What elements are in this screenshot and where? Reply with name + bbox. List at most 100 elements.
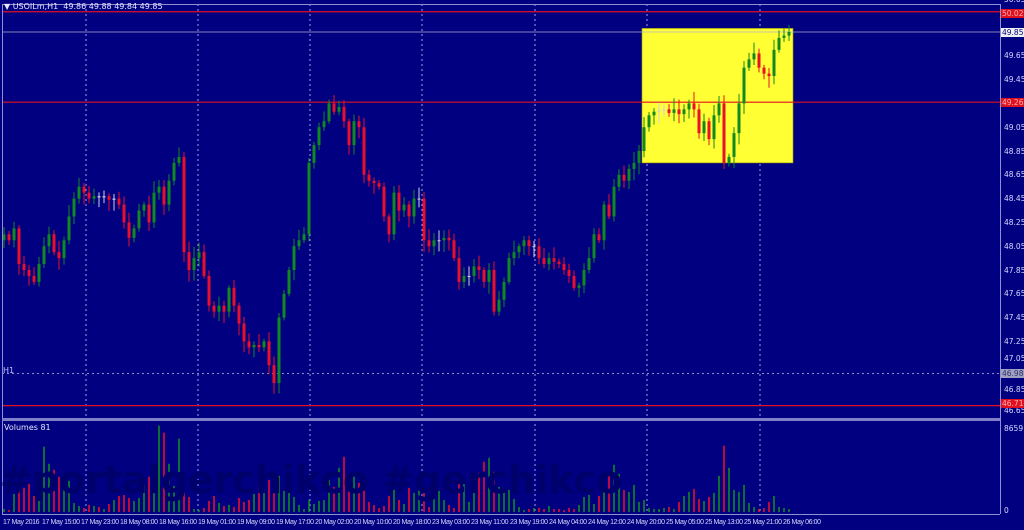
candle-bullish bbox=[637, 151, 641, 163]
candle-bullish bbox=[142, 204, 146, 211]
candle-bullish bbox=[262, 341, 266, 348]
candle-bullish bbox=[312, 145, 316, 163]
candle-bullish bbox=[177, 156, 181, 163]
candle-bullish bbox=[432, 240, 436, 247]
candle-bullish bbox=[467, 275, 471, 277]
candle-bullish bbox=[337, 106, 341, 112]
candle-bearish bbox=[182, 156, 186, 253]
candle-bearish bbox=[422, 198, 426, 241]
candle-bearish bbox=[237, 305, 241, 324]
candle-bearish bbox=[57, 252, 61, 259]
candle-bearish bbox=[427, 240, 431, 247]
candle-bullish bbox=[487, 270, 491, 282]
candle-bearish bbox=[477, 266, 481, 270]
candle-bearish bbox=[147, 204, 151, 223]
candle-bearish bbox=[762, 67, 766, 74]
candle-bullish bbox=[317, 127, 321, 146]
price-tick-label: 47.65 bbox=[1004, 289, 1024, 299]
candle-bearish bbox=[622, 174, 626, 181]
candle-bullish bbox=[192, 258, 196, 270]
candle-bullish bbox=[507, 258, 511, 282]
candle-bearish bbox=[447, 237, 451, 241]
time-tick-label: 25 May 21:00 bbox=[744, 519, 782, 526]
candle-bullish bbox=[732, 133, 736, 157]
candle-bullish bbox=[132, 228, 136, 238]
candle-bullish bbox=[647, 115, 651, 128]
candle-bearish bbox=[557, 261, 561, 265]
price-tick-label: 46.65 bbox=[1004, 406, 1024, 416]
candle-bearish bbox=[677, 109, 681, 115]
candle-bearish bbox=[267, 341, 271, 366]
candle-bullish bbox=[392, 192, 396, 235]
price-tick-label: 48.25 bbox=[1004, 217, 1024, 227]
candle-bullish bbox=[717, 103, 721, 116]
candle-bullish bbox=[112, 198, 116, 200]
candle-bullish bbox=[547, 258, 551, 265]
candle-bearish bbox=[527, 240, 531, 247]
candle-bullish bbox=[772, 49, 776, 77]
candle-bullish bbox=[737, 103, 741, 134]
candle-bullish bbox=[282, 293, 286, 318]
candle-bearish bbox=[382, 186, 386, 217]
horizontal-levels[interactable] bbox=[2, 11, 1000, 407]
candle-bearish bbox=[492, 270, 496, 312]
candle-bearish bbox=[707, 121, 711, 140]
candle-bullish bbox=[352, 121, 356, 146]
price-tick-label: 50.05 bbox=[1004, 0, 1024, 4]
candle-bullish bbox=[727, 156, 731, 163]
candle-bullish bbox=[787, 32, 791, 36]
candle-bullish bbox=[632, 162, 636, 169]
candle-bearish bbox=[187, 252, 191, 270]
candle-bullish bbox=[322, 121, 326, 128]
time-tick-label: 20 May 10:00 bbox=[354, 519, 392, 526]
candle-bearish bbox=[222, 305, 226, 312]
candle-bearish bbox=[27, 270, 31, 276]
candle-bearish bbox=[552, 258, 556, 262]
time-tick-label: 17 May 23:00 bbox=[81, 519, 119, 526]
highlight-box[interactable] bbox=[641, 28, 794, 164]
candle-bullish bbox=[77, 186, 81, 199]
candle-bullish bbox=[402, 204, 406, 211]
candle-bullish bbox=[167, 180, 171, 205]
candle-bullish bbox=[682, 109, 686, 115]
ohlc-readout: 49.86 49.88 49.84 49.85 bbox=[63, 2, 163, 11]
candle-bullish bbox=[42, 246, 46, 265]
candle-bearish bbox=[52, 234, 56, 253]
price-tick-label: 49.05 bbox=[1004, 122, 1024, 132]
candle-bullish bbox=[577, 285, 581, 288]
price-tick-label: 47.05 bbox=[1004, 353, 1024, 363]
price-tick-label: 46.85 bbox=[1004, 384, 1024, 394]
candle-bullish bbox=[712, 115, 716, 140]
candle-bearish bbox=[387, 216, 391, 235]
candle-bullish bbox=[227, 287, 231, 312]
candle-bearish bbox=[162, 186, 166, 205]
candle-bullish bbox=[587, 258, 591, 270]
candle-bearish bbox=[372, 180, 376, 184]
candle-bearish bbox=[377, 183, 381, 187]
candle-bearish bbox=[87, 192, 91, 199]
time-tick-label: 24 May 04:00 bbox=[549, 519, 587, 526]
period-line-label: H1 bbox=[3, 366, 15, 375]
candle-bullish bbox=[307, 162, 311, 235]
candle-bullish bbox=[217, 305, 221, 312]
candle-bullish bbox=[197, 252, 201, 259]
chart-title: ▼ USOILm,H1 49.86 49.88 49.84 49.85 bbox=[4, 2, 163, 11]
candle-bullish bbox=[497, 299, 501, 312]
candle-bullish bbox=[687, 103, 691, 110]
period-line-tag: 46.98 bbox=[1001, 369, 1024, 379]
candle-bearish bbox=[32, 275, 36, 282]
candle-bearish bbox=[767, 73, 771, 77]
candle-bullish bbox=[277, 317, 281, 384]
candle-bullish bbox=[657, 110, 661, 112]
candles bbox=[2, 25, 791, 394]
candle-bearish bbox=[7, 234, 11, 241]
chart-frame bbox=[2, 4, 1001, 515]
volume-min-label: 0 bbox=[1004, 506, 1009, 515]
candle-bullish bbox=[252, 344, 256, 348]
candle-bearish bbox=[362, 127, 366, 175]
collapse-triangle-icon[interactable]: ▼ bbox=[4, 2, 13, 11]
candle-bullish bbox=[532, 246, 536, 248]
price-tick-label: 48.65 bbox=[1004, 170, 1024, 180]
time-tick-label: 19 May 17:00 bbox=[276, 519, 314, 526]
